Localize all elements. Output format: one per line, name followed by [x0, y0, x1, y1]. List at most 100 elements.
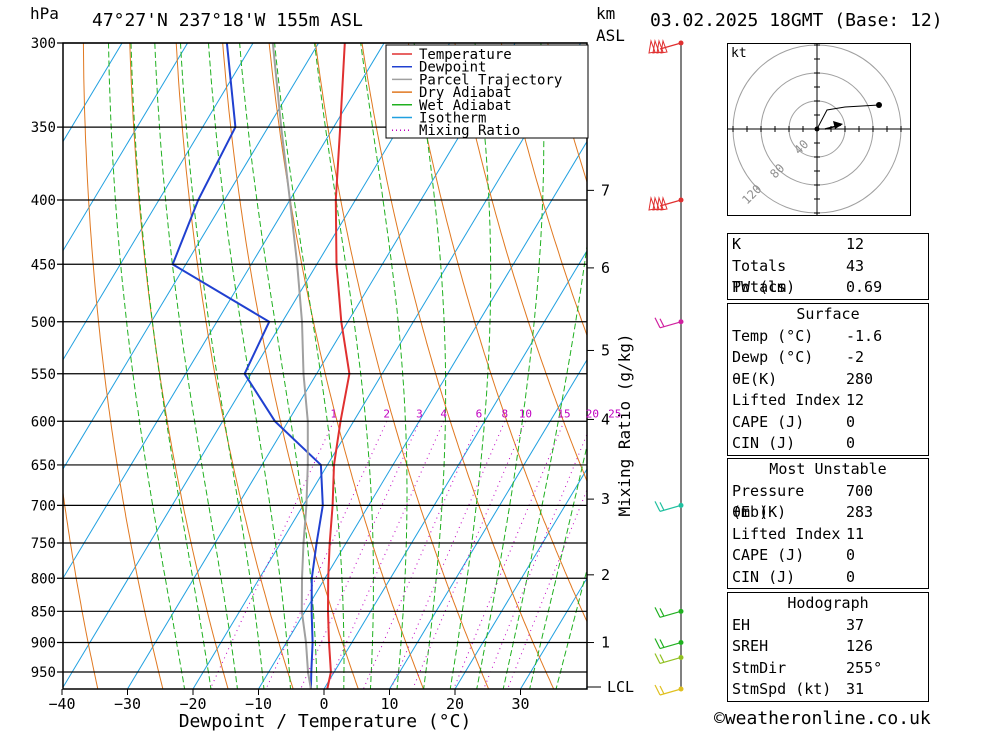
index-row: PW (cm) 0.69	[732, 278, 883, 296]
mixing-ratio-value: 6	[476, 407, 483, 420]
wind-feather	[654, 607, 661, 618]
wind-pennant	[656, 39, 664, 54]
wet-adiabat-line	[207, 43, 292, 689]
mixing-ratio-value: 3	[416, 407, 423, 420]
temperature-tick-label: −10	[245, 695, 272, 713]
index-row: Totals Totals 43	[732, 256, 865, 297]
km-tick-label: 1	[601, 634, 610, 652]
hodograph-table: Hodograph EH 37 SREH 126 StmDir 255° StmSpd…	[727, 592, 929, 702]
isotherm-line	[63, 43, 320, 470]
wind-feather	[654, 684, 661, 696]
isotherm-line	[389, 358, 587, 689]
isotherm-line	[63, 43, 451, 689]
mixing-ratio-line	[325, 421, 445, 689]
hodograph-row: EH 37	[732, 615, 865, 634]
mixing-ratio-axis-label: Mixing Ratio (g/kg)	[615, 333, 634, 516]
wind-pennant	[660, 196, 668, 211]
wind-barb	[659, 199, 682, 207]
isotherm-line	[63, 43, 189, 252]
surface-row: Dewp (°C) -2	[732, 348, 865, 366]
hodograph-unit-label: kt	[731, 46, 747, 61]
hodograph-point	[876, 102, 882, 108]
legend-entry: Parcel Trajectory	[419, 72, 562, 88]
hodograph-plot: kt 40 80 120	[727, 43, 911, 216]
isotherm-line	[63, 43, 385, 580]
wind-feather	[659, 318, 665, 328]
most-unstable-row: θE (K) 283	[732, 503, 874, 521]
surface-title: Surface	[796, 305, 860, 323]
km-label: km	[596, 4, 616, 23]
wind-pennant	[656, 196, 664, 211]
km-tick-label: 3	[601, 490, 610, 508]
temperature-tick-label: 0	[319, 695, 328, 713]
x-axis-label: Dewpoint / Temperature (°C)	[179, 711, 472, 732]
mixing-ratio-value: 25	[608, 407, 621, 420]
legend-entry: Dry Adiabat	[419, 85, 512, 101]
isotherm-line	[127, 43, 516, 689]
wind-pennant	[660, 39, 668, 54]
wind-feather	[654, 638, 661, 649]
pressure-tick-label: 800	[31, 571, 56, 587]
storm-motion-arrowhead	[833, 121, 843, 129]
wet-adiabat-line	[274, 43, 345, 689]
wind-pennant	[648, 39, 656, 54]
dry-adiabat-line	[407, 43, 587, 623]
wind-feather	[659, 608, 665, 617]
legend-entry: Dewpoint	[419, 60, 486, 76]
pressure-tick-label: 650	[31, 458, 56, 474]
wet-adiabat-line	[413, 43, 447, 689]
pressure-tick-label: 600	[31, 414, 56, 430]
asl-label: ASL	[596, 26, 625, 45]
wind-pennant	[652, 39, 660, 54]
copyright-footer[interactable]: ©weatheronline.co.uk	[714, 708, 931, 729]
mixing-ratio-value: 10	[519, 407, 532, 420]
skewt-chart: 3003504004505005506006507007508008509009…	[0, 25, 716, 732]
wind-barb	[659, 42, 682, 50]
dry-adiabat-line	[222, 43, 359, 689]
wind-pennant	[652, 196, 660, 211]
km-tick-label: 7	[601, 181, 610, 199]
dry-adiabat-line	[361, 43, 555, 689]
mixing-ratio-line	[362, 421, 480, 689]
km-tick-label: 4	[601, 410, 610, 428]
wet-adiabat-line	[449, 43, 492, 689]
dry-adiabat-line	[175, 43, 294, 689]
wind-pennant	[648, 196, 656, 211]
isotherm-line	[258, 140, 587, 689]
wind-feather	[659, 639, 665, 648]
temperature-profile	[326, 43, 351, 689]
mixing-ratio-line	[483, 432, 587, 689]
isotherm-line	[192, 43, 582, 689]
pressure-tick-label: 450	[31, 257, 56, 273]
location-title: 47°27'N 237°18'W 155m ASL	[92, 10, 363, 31]
hpa-label: hPa	[30, 4, 59, 23]
surface-row: θE(K) 280	[732, 369, 874, 388]
dry-adiabat-line	[63, 489, 99, 689]
mixing-ratio-value: 20	[586, 407, 599, 420]
isotherm-line	[652, 43, 716, 689]
mixing-ratio-line	[507, 488, 587, 689]
hodograph-trace	[816, 104, 880, 130]
wind-feather	[654, 653, 661, 664]
surface-row: CAPE (J) 0	[732, 412, 856, 431]
legend-entry: Mixing Ratio	[419, 123, 520, 139]
dry-adiabat-line	[635, 25, 715, 701]
mixing-ratio-value: 8	[501, 407, 508, 420]
km-tick-label: 6	[601, 259, 610, 277]
dry-adiabat-line	[500, 43, 587, 337]
dry-adiabat-line	[0, 25, 35, 701]
pressure-tick-label: 850	[31, 604, 56, 620]
hodograph-title: Hodograph	[787, 594, 869, 612]
temperature-tick-label: 10	[380, 695, 398, 713]
surface-row: CIN (J) 0	[732, 434, 856, 452]
km-tick-label: 2	[601, 566, 610, 584]
isotherm-line	[454, 468, 587, 689]
mixing-ratio-line	[265, 421, 388, 689]
mixing-ratio-value: 2	[383, 407, 390, 420]
legend-entry: Temperature	[419, 47, 512, 63]
pressure-tick-label: 900	[31, 636, 56, 652]
mixing-ratio-value: 4	[440, 407, 447, 420]
most-unstable-row: CAPE (J) 0	[732, 546, 856, 564]
wind-feather	[659, 685, 665, 695]
